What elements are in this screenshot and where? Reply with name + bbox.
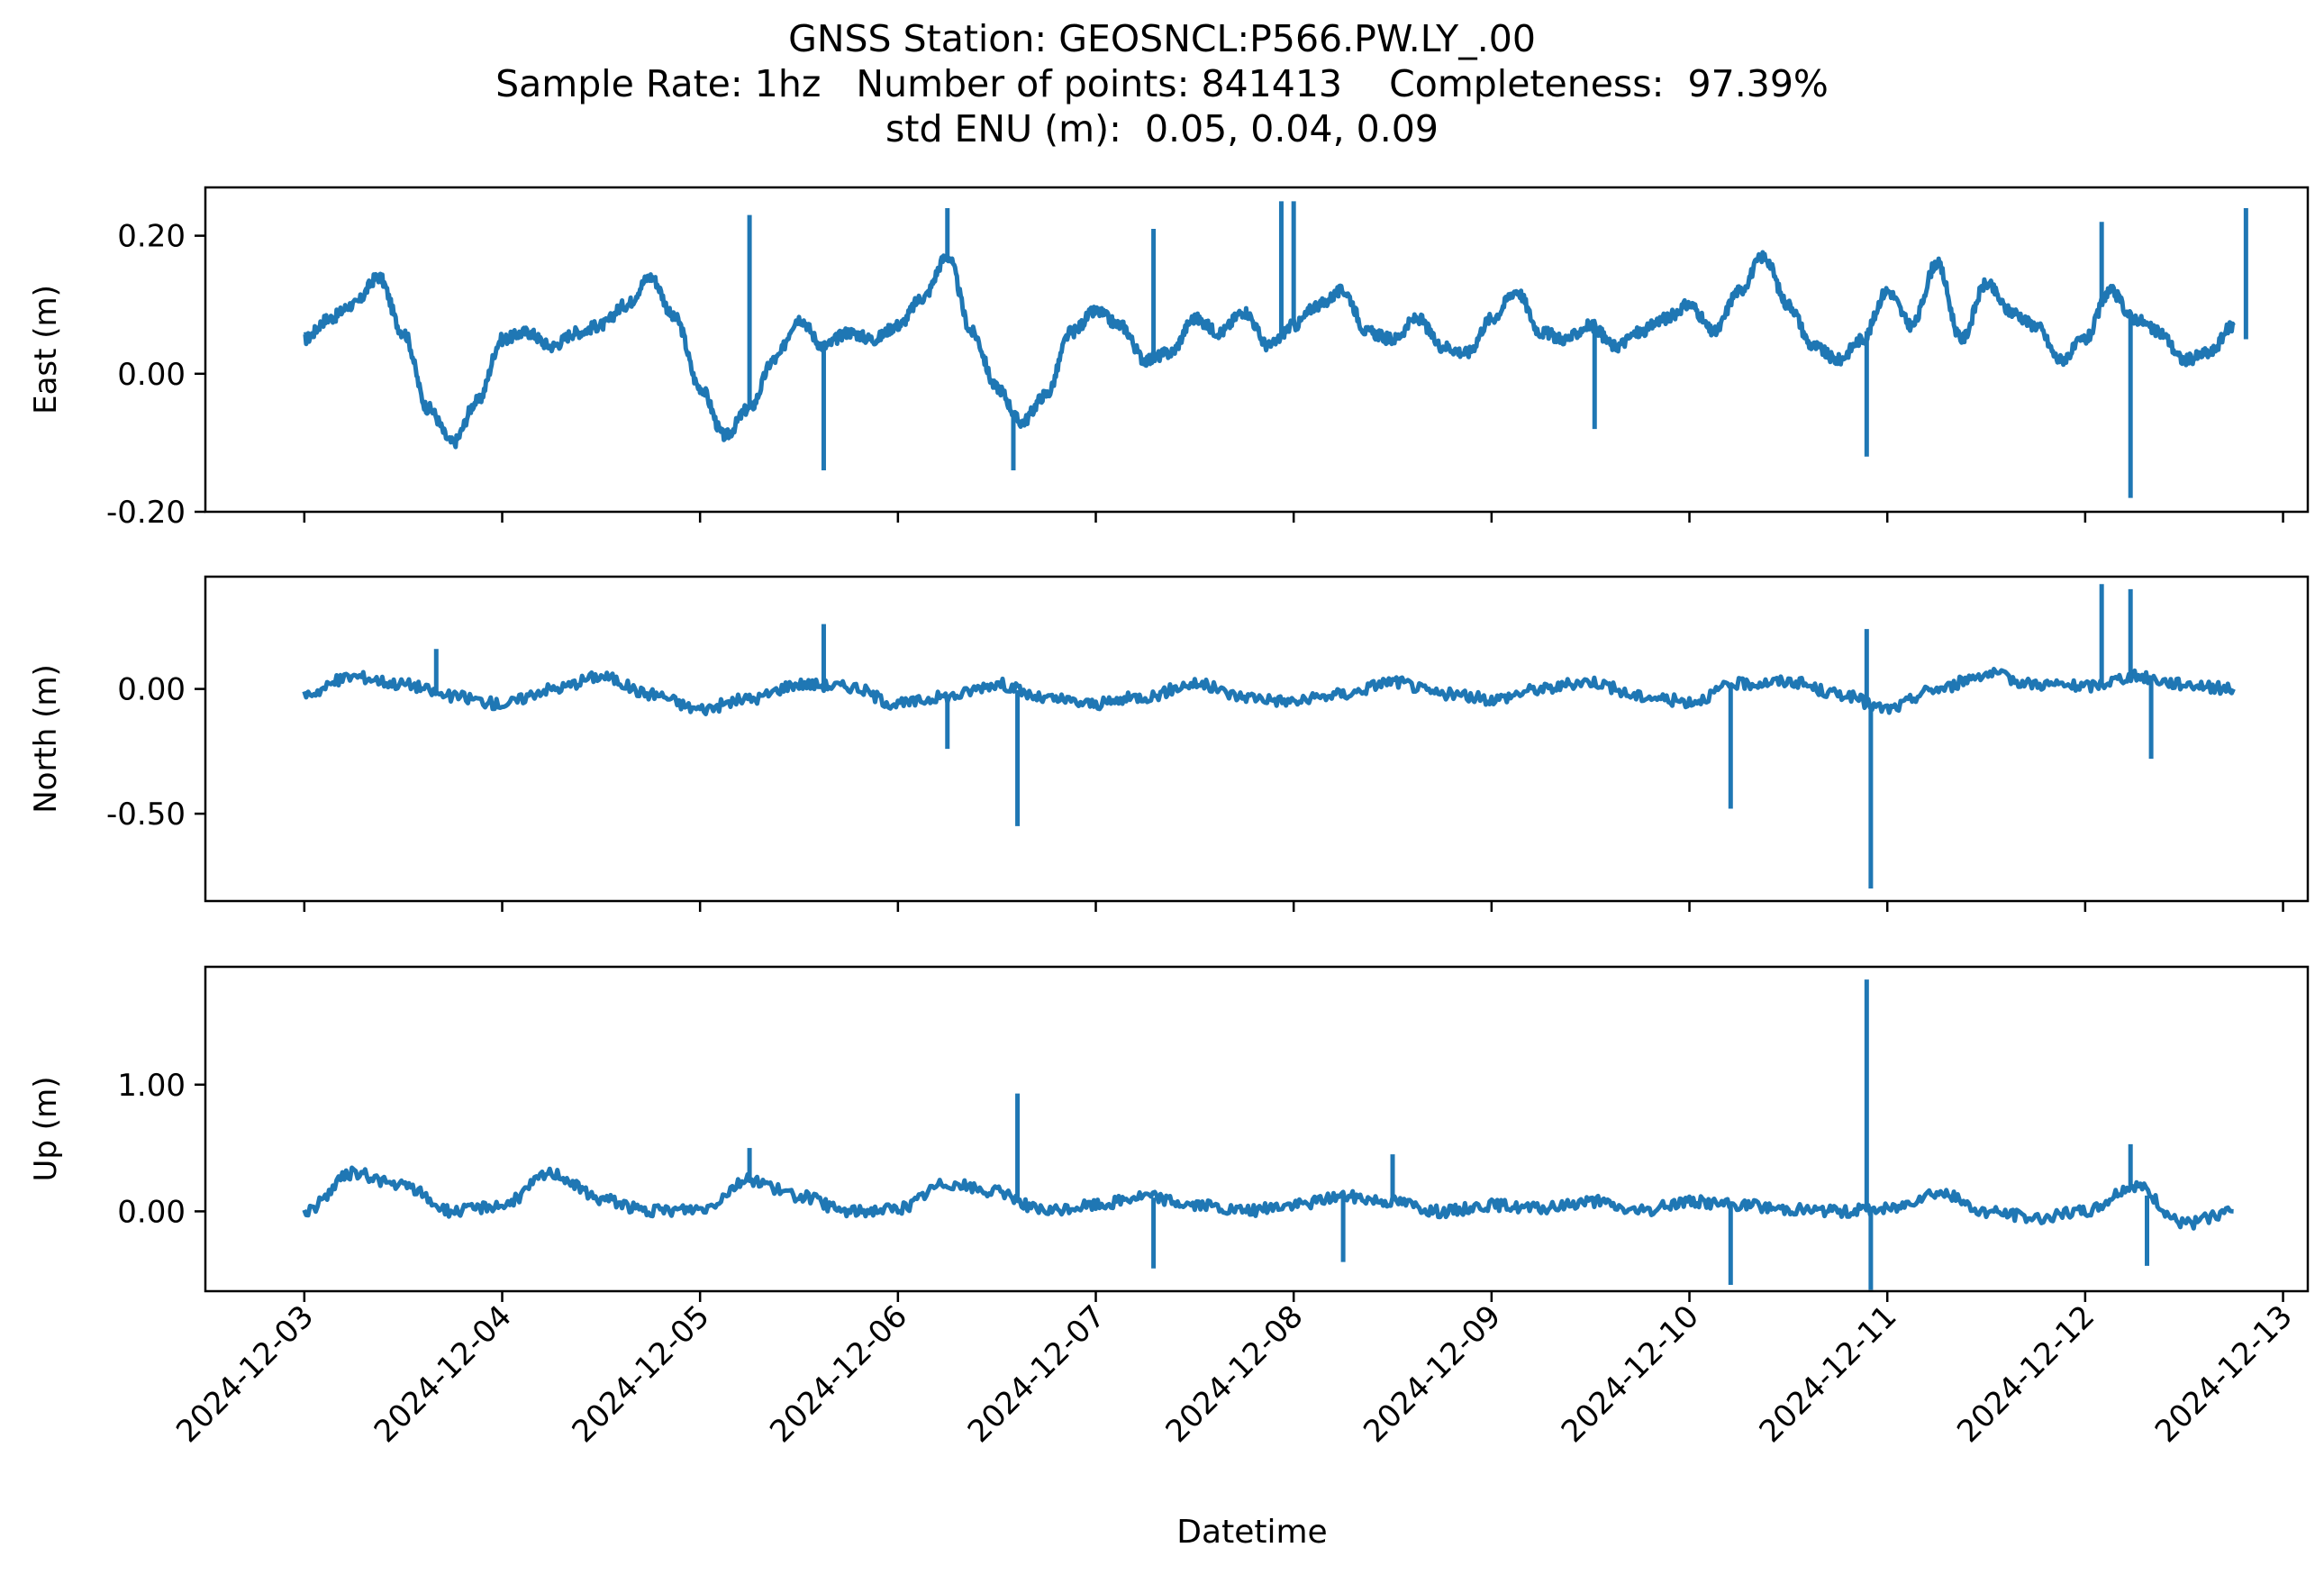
north-axes-frame — [204, 575, 2310, 903]
up-y-tick-label: 0.00 — [117, 1194, 186, 1230]
east-y-tick-label: -0.20 — [106, 495, 186, 531]
title-line-sample-rate: Sample Rate: 1hz Number of points: 84141… — [495, 62, 1829, 105]
up-axes-frame — [204, 965, 2310, 1293]
x-tick-label: 2024-12-03 — [169, 1298, 321, 1450]
east-series-line — [303, 250, 2236, 450]
up-y-axis-label: Up (m) — [28, 1077, 64, 1182]
east-y-tick-label: 0.20 — [117, 219, 186, 255]
up-series-line — [302, 1165, 2234, 1231]
up-y-tick-label: 1.00 — [117, 1068, 186, 1104]
x-tick-label: 2024-12-05 — [566, 1298, 717, 1450]
x-tick-label: 2024-12-08 — [1159, 1298, 1311, 1450]
north-series-line — [302, 667, 2236, 716]
x-tick-label: 2024-12-07 — [961, 1298, 1112, 1450]
x-tick-label: 2024-12-09 — [1357, 1298, 1508, 1450]
east-axes-frame — [204, 186, 2310, 514]
x-tick-label: 2024-12-06 — [763, 1298, 914, 1450]
chart-title: GNSS Station: GEOSNCL:P566.PW.LY_.00 Sam… — [0, 16, 2324, 151]
x-tick-label: 2024-12-11 — [1753, 1298, 1904, 1450]
x-axis-label: Datetime — [1176, 1514, 1327, 1551]
title-line-station: GNSS Station: GEOSNCL:P566.PW.LY_.00 — [788, 17, 1536, 60]
x-tick-label: 2024-12-13 — [2148, 1298, 2300, 1450]
east-y-tick-label: 0.00 — [117, 357, 186, 393]
north-y-tick-label: -0.50 — [106, 797, 186, 833]
x-tick-label: 2024-12-10 — [1555, 1298, 1706, 1450]
title-line-std-enu: std ENU (m): 0.05, 0.04, 0.09 — [885, 107, 1439, 150]
x-tick-label: 2024-12-12 — [1950, 1298, 2102, 1450]
east-y-axis-label: East (m) — [28, 285, 64, 414]
north-y-axis-label: North (m) — [28, 664, 64, 814]
north-y-tick-label: 0.00 — [117, 672, 186, 708]
x-tick-label: 2024-12-04 — [368, 1298, 519, 1450]
